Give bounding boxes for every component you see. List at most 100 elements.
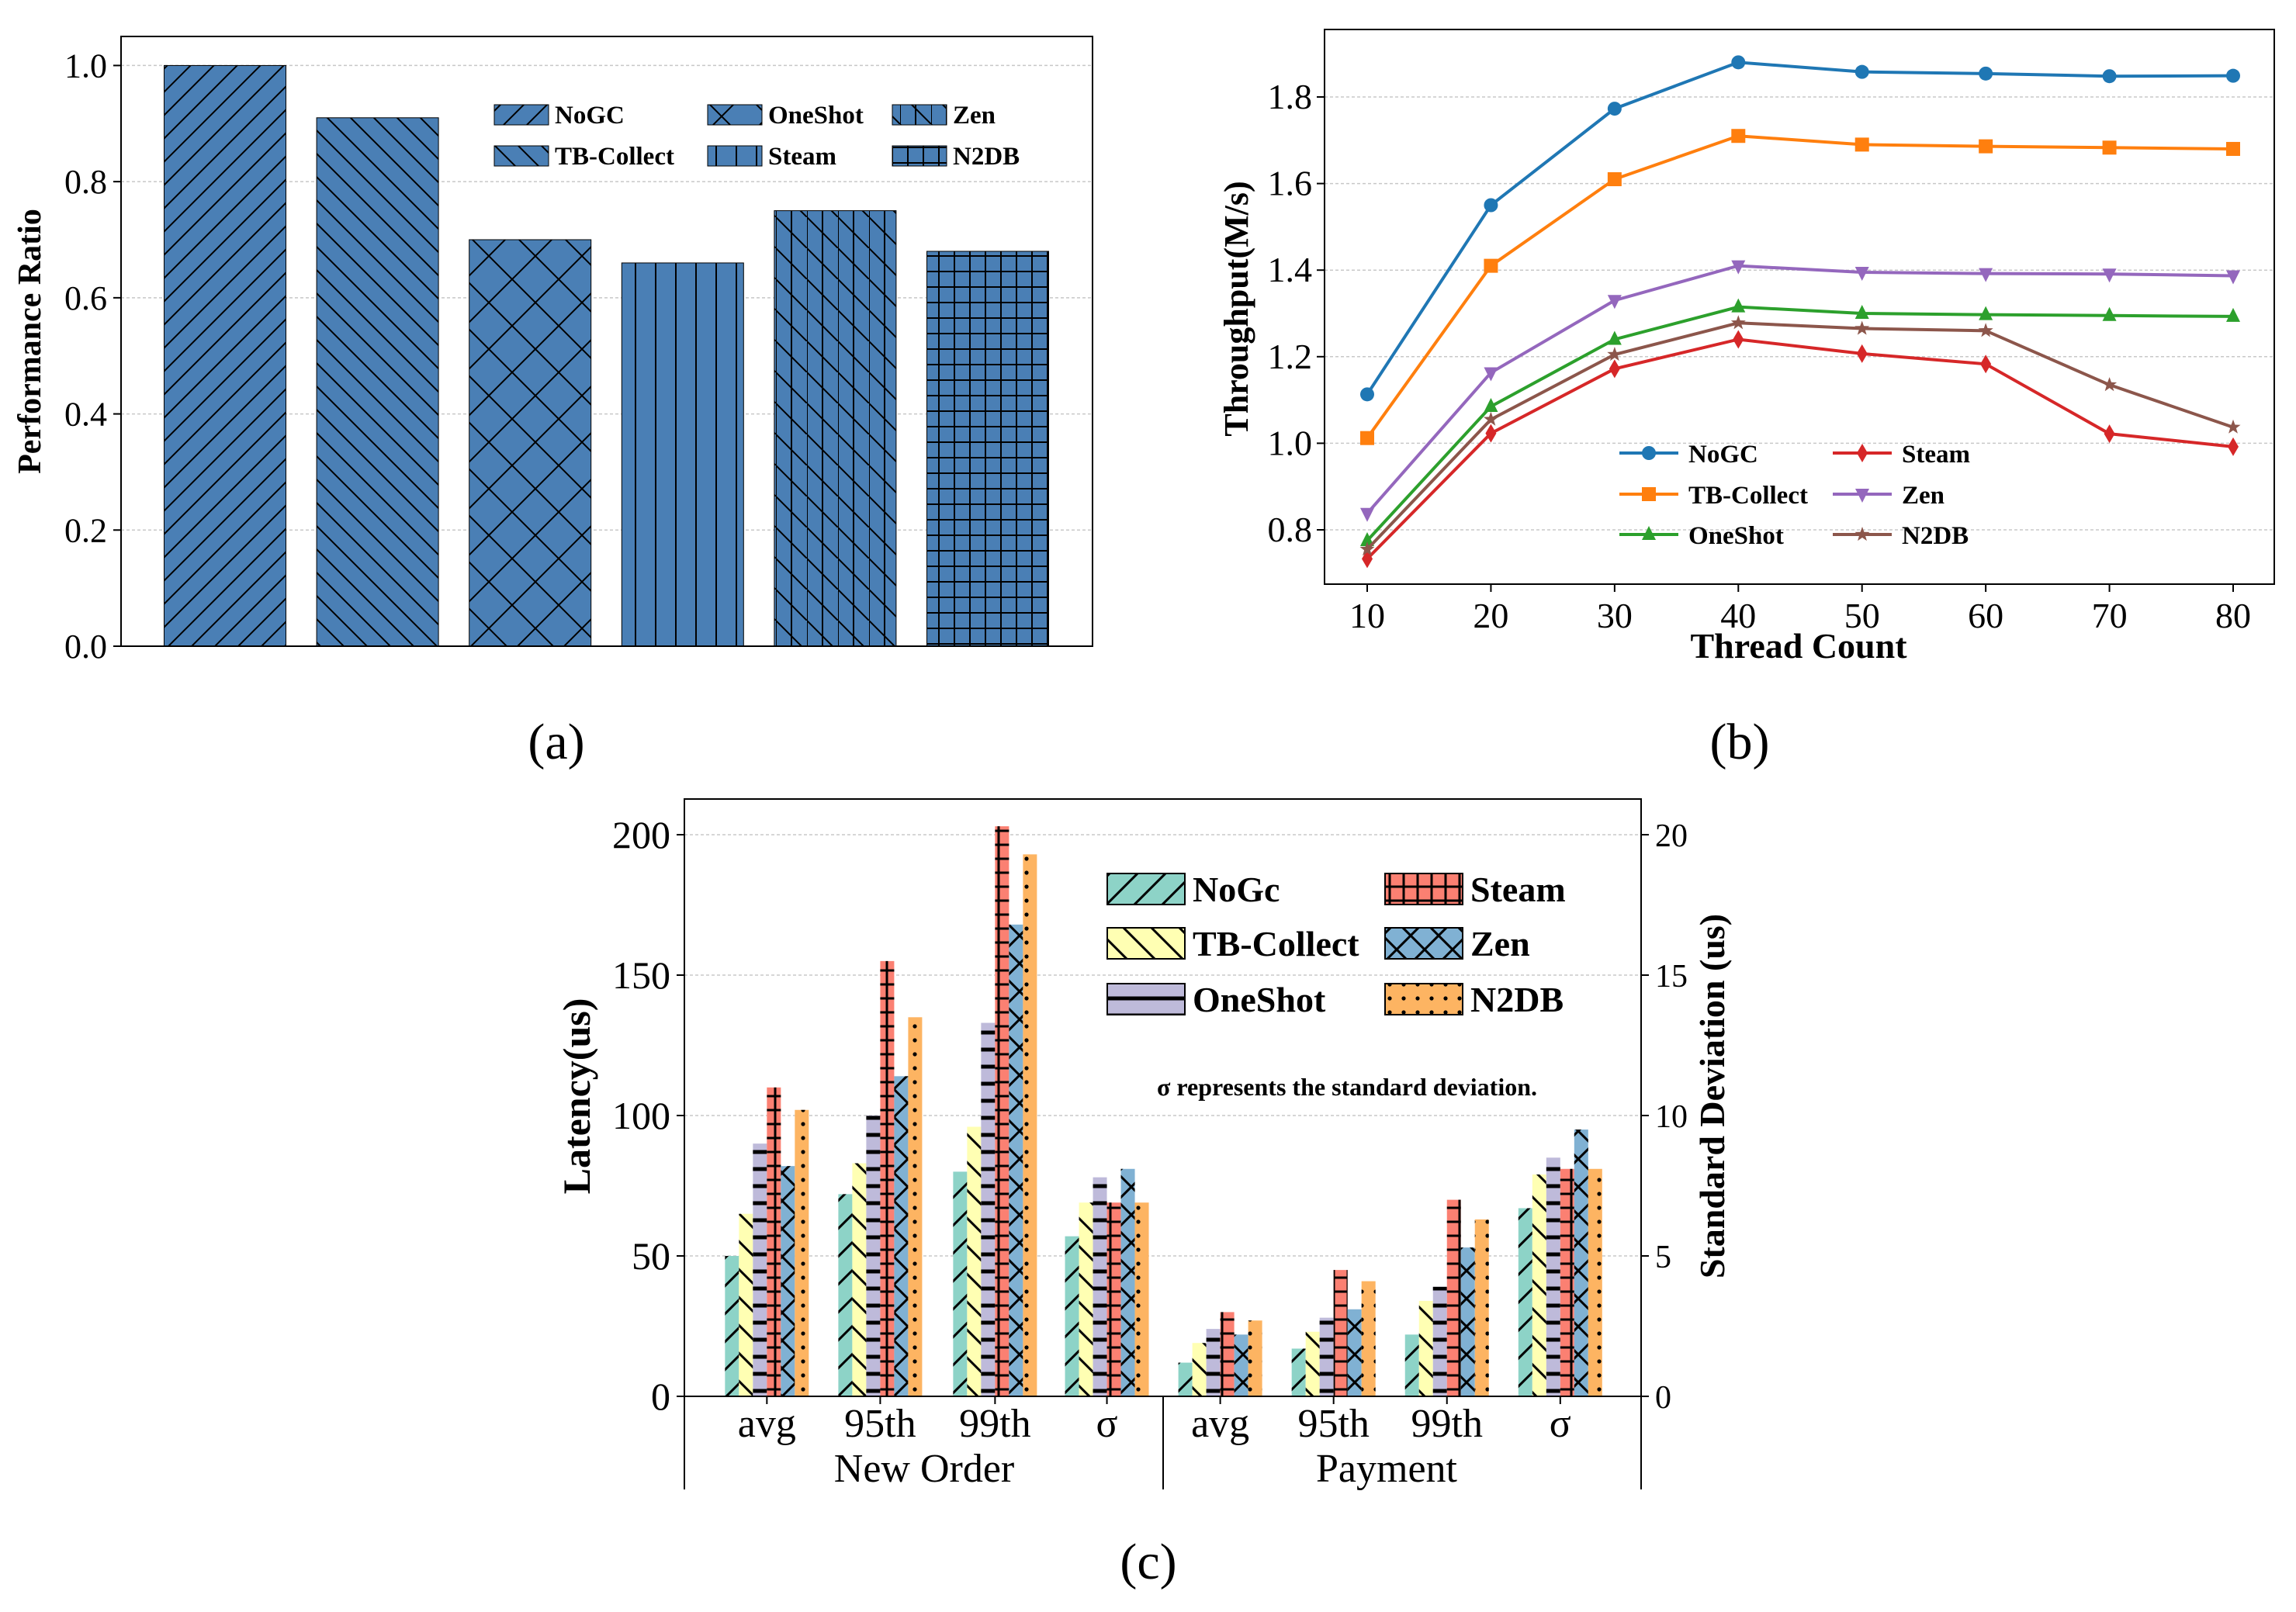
marker-square	[1854, 137, 1869, 152]
bar-hatch	[1518, 1208, 1532, 1396]
x-tick-label: 99th	[1411, 1402, 1483, 1446]
group-label: New Order	[834, 1447, 1014, 1491]
bar	[1404, 1334, 1419, 1396]
y-tick-label: 100	[612, 1094, 670, 1137]
bar-hatch	[1206, 1329, 1221, 1396]
legend-label: Steam	[1470, 870, 1566, 909]
legend-item	[1833, 444, 1892, 462]
bar-hatch	[1291, 1348, 1306, 1396]
marker-diamond	[1485, 424, 1497, 443]
bar-hatch	[1079, 1202, 1093, 1396]
x-tick-label: 95th	[844, 1402, 916, 1446]
marker-diamond	[1857, 444, 1868, 462]
bar-hatch	[953, 1171, 968, 1396]
series-steam	[1362, 330, 2239, 569]
y-tick-label: 50	[632, 1234, 670, 1278]
y2-tick-label: 15	[1655, 959, 1688, 995]
bar-hatch	[1418, 1300, 1433, 1396]
series-oneshot	[1360, 298, 2240, 546]
bar-hatch	[1532, 1174, 1546, 1396]
bar	[1446, 1199, 1461, 1396]
bar-hatch	[1560, 1168, 1574, 1396]
bar-steam	[621, 262, 744, 647]
bar-hatch	[981, 1022, 996, 1396]
legend-label: Zen	[953, 102, 996, 130]
bar-hatch	[1065, 1236, 1079, 1396]
legend-item	[892, 145, 947, 167]
bar	[1079, 1202, 1093, 1396]
series-line	[1366, 337, 2234, 560]
plot-area-b	[1325, 29, 2274, 584]
series-n2db	[1359, 315, 2241, 556]
bar-hatch	[1385, 873, 1463, 905]
series-oneshot	[753, 1022, 1560, 1396]
y-tick-label: 0.8	[1268, 510, 1313, 549]
marker-diamond	[2228, 437, 2239, 456]
bar	[1009, 924, 1023, 1396]
marker-triangle-up	[1731, 298, 1746, 313]
marker-triangle-up	[1642, 526, 1656, 540]
bar-hatch	[1192, 1343, 1207, 1396]
legend-label: TB-Collect	[555, 143, 674, 171]
bar-hatch	[725, 1256, 739, 1396]
legend-swatch-border	[1384, 983, 1463, 1015]
bar	[1291, 1348, 1306, 1396]
bar	[866, 1116, 881, 1396]
bar-hatch	[1023, 854, 1037, 1396]
bar	[1432, 1286, 1447, 1396]
x-tick-label: 20	[1473, 596, 1508, 635]
bar-hatch	[1248, 1320, 1262, 1396]
bar-hatch	[1093, 1177, 1107, 1396]
y-tick-label: 150	[612, 953, 670, 997]
marker-circle	[1731, 55, 1746, 70]
marker-diamond	[1980, 355, 1992, 374]
x-tick-label: 40	[1720, 596, 1756, 635]
bar	[1333, 1270, 1348, 1396]
bar-hatch	[795, 1109, 809, 1396]
y2-tick-label: 10	[1655, 1099, 1688, 1135]
marker-square	[2102, 140, 2117, 155]
annotation: σ represents the standard deviation.	[1157, 1073, 1537, 1101]
legend-label: N2DB	[1902, 522, 1969, 550]
bar-hatch	[708, 146, 762, 166]
bar	[981, 1022, 996, 1396]
bar	[908, 1017, 923, 1396]
panel-label-b: (b)	[1710, 714, 1770, 770]
legend-swatch-border	[1106, 927, 1186, 960]
axes-frame	[1324, 29, 2275, 585]
bar-hatch	[1333, 1270, 1348, 1396]
y-tick-label: 0.2	[64, 511, 107, 549]
y-tick-label: 1.4	[1268, 250, 1313, 289]
legend-label: TB-Collect	[1193, 924, 1359, 963]
x-tick-label: 70	[2092, 596, 2128, 635]
y-tick-label: 0.6	[64, 279, 107, 317]
bar	[1234, 1334, 1248, 1396]
marker-square	[2226, 141, 2240, 156]
marker-triangle-down	[1855, 489, 1869, 503]
marker-circle	[1854, 64, 1869, 79]
series-tb-collect	[739, 1126, 1546, 1396]
legend-item	[1833, 489, 1892, 503]
marker-triangle-up	[1979, 306, 1993, 320]
series-tb-collect	[1360, 129, 2240, 445]
marker-star	[1854, 320, 1870, 335]
bar-hatch	[1107, 873, 1185, 905]
legend-label: NoGc	[1193, 870, 1280, 909]
marker-star	[1978, 323, 1993, 337]
bar-hatch	[774, 210, 896, 647]
bar	[1305, 1331, 1320, 1396]
axes-frame	[120, 36, 1093, 647]
bar	[1120, 1168, 1135, 1396]
marker-diamond	[1733, 330, 1744, 349]
legend-label: Zen	[1902, 482, 1945, 510]
bar-hatch	[1385, 984, 1463, 1015]
bar-hatch	[1460, 1247, 1475, 1396]
bar-hatch	[894, 1076, 909, 1396]
bar	[767, 1087, 781, 1396]
marker-square	[1642, 487, 1656, 501]
bar	[880, 960, 895, 1396]
bar-hatch	[967, 1126, 982, 1396]
legend-label: NoGC	[555, 102, 625, 130]
y-tick-label: 0.8	[64, 163, 107, 201]
